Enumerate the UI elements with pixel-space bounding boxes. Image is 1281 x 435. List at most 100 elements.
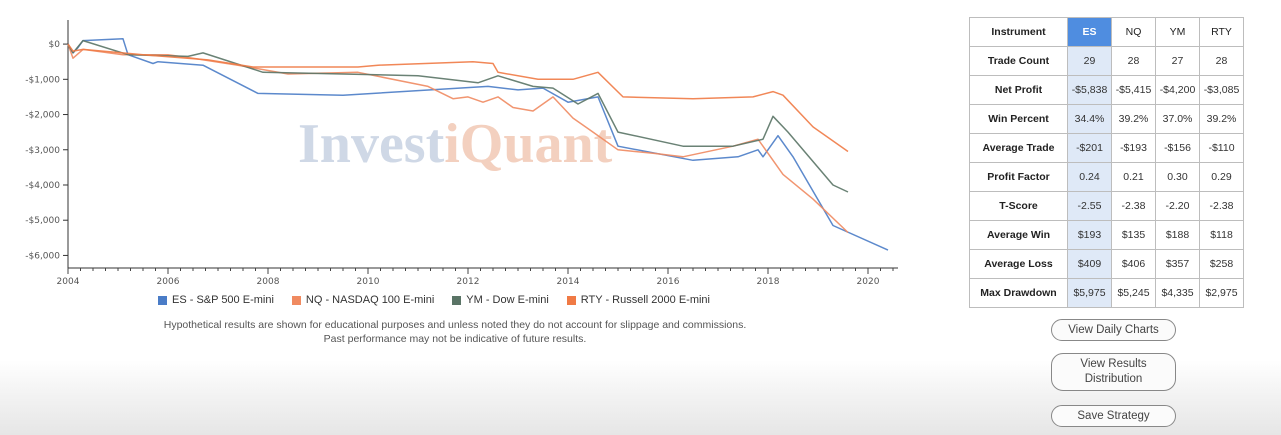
y-tick-label: -$6,000 [25,251,60,261]
x-tick-label: 2016 [657,277,680,287]
chart-legend: ES - S&P 500 E-mini NQ - NASDAQ 100 E-min… [158,292,778,308]
legend-swatch [158,295,167,305]
table-cell: -$156 [1155,133,1200,163]
row-label: Average Loss [969,249,1068,279]
table-cell: -2.20 [1155,191,1200,221]
x-tick-label: 2018 [757,277,780,287]
chart-axes: $0 -$1,000 -$2,000 -$3,000 -$4,000 -$5,000 -$6… [25,20,898,287]
legend-swatch [291,295,301,305]
legend-label: NQ - NASDAQ 100 E-mini [305,294,435,306]
table-row: Average Loss $409 $406 $357 $258 [969,249,1244,279]
table-cell: 34.4% [1067,104,1112,134]
table-row: Trade Count 29 28 27 28 [969,46,1244,76]
watermark: InvestiQuant [298,113,613,175]
table-cell: $258 [1199,249,1244,279]
watermark-text: InvestiQuant [298,113,613,175]
row-label: Profit Factor [969,162,1068,192]
x-tick-label: 2004 [57,277,80,287]
row-label: T-Score [969,191,1068,221]
table-cell: $4,335 [1155,278,1200,308]
header-nq[interactable]: NQ [1111,17,1156,47]
table-row: Average Win $193 $135 $188 $118 [969,220,1244,250]
table-cell: 37.0% [1155,104,1200,134]
table-cell: $188 [1155,220,1200,250]
disclaimer-line1: Hypothetical results are shown for educa… [163,319,747,331]
table-cell: -$4,200 [1155,75,1200,105]
x-tick-label: 2006 [157,277,180,287]
table-cell: -$201 [1067,133,1112,163]
legend-label: ES - S&P 500 E-mini [172,294,274,306]
view-daily-charts-button[interactable]: View Daily Charts [1051,319,1176,341]
table-cell: $406 [1111,249,1156,279]
table-row: Win Percent 34.4% 39.2% 37.0% 39.2% [969,104,1244,134]
watermark-part1: Invest [298,113,445,175]
row-label: Net Profit [969,75,1068,105]
row-label: Max Drawdown [969,278,1068,308]
chart-svg: InvestiQuant $0 -$1,000 -$2,000 -$3,000 -$4,… [25,20,898,287]
x-tick-label: 2008 [257,277,280,287]
y-tick-label: -$3,000 [25,146,60,156]
table-row: Profit Factor 0.24 0.21 0.30 0.29 [969,162,1244,192]
watermark-part2: iQuant [444,113,612,175]
header-ym[interactable]: YM [1155,17,1200,47]
table-cell: $135 [1111,220,1156,250]
table-cell: -$5,415 [1111,75,1156,105]
table-cell: $193 [1067,220,1112,250]
legend-item[interactable]: NQ - NASDAQ 100 E-mini [291,292,435,308]
table-cell: 28 [1111,46,1156,76]
row-label: Average Win [969,220,1068,250]
table-cell: $5,245 [1111,278,1156,308]
equity-chart: InvestiQuant $0 -$1,000 -$2,000 -$3,000 -$4,… [25,20,898,346]
x-tick-label: 2010 [357,277,380,287]
table-cell: $2,975 [1199,278,1244,308]
header-rty[interactable]: RTY [1199,17,1244,47]
table-cell: $357 [1155,249,1200,279]
legend-label: RTY - Russell 2000 E-mini [580,294,710,306]
disclaimer: Hypothetical results are shown for educa… [80,318,830,346]
y-tick-label: -$2,000 [25,111,60,121]
table-cell: 0.30 [1155,162,1200,192]
view-daily-charts-label: View Daily Charts [1068,323,1159,336]
legend-item[interactable]: RTY - Russell 2000 E-mini [566,292,710,308]
legend-swatch [566,295,576,305]
header-instrument: Instrument [969,17,1068,47]
save-strategy-button[interactable]: Save Strategy [1051,405,1176,427]
legend-label: YM - Dow E-mini [466,294,549,306]
y-tick-label: -$4,000 [25,181,60,191]
y-tick-label: $0 [49,40,61,50]
table-cell: 28 [1199,46,1244,76]
stats-body: Trade Count 29 28 27 28 Net Profit -$5,838 -$5,… [969,46,1244,308]
table-cell: 39.2% [1199,104,1244,134]
row-label: Average Trade [969,133,1068,163]
row-label: Trade Count [969,46,1068,76]
y-tick-label: -$1,000 [25,75,60,85]
table-cell: 39.2% [1111,104,1156,134]
save-strategy-label: Save Strategy [1077,409,1150,422]
stats-table: Instrument ES NQ YM RTY Trade Count 29 28 2… [969,17,1244,308]
legend-swatch [452,295,462,305]
disclaimer-line2: Past performance may not be indicative o… [323,333,587,345]
table-row: Average Trade -$201 -$193 -$156 -$110 [969,133,1244,163]
series-line-0 [67,38,889,251]
table-cell: -$5,838 [1067,75,1112,105]
table-header-row: Instrument ES NQ YM RTY [969,17,1244,47]
x-tick-label: 2012 [457,277,480,287]
chart-series [67,38,889,251]
table-row: Net Profit -$5,838 -$5,415 -$4,200 -$3,085 [969,75,1244,105]
legend-item[interactable]: YM - Dow E-mini [452,292,549,308]
table-cell: -2.55 [1067,191,1112,221]
series-line-3 [67,43,849,153]
table-cell: -2.38 [1111,191,1156,221]
legend-item[interactable]: ES - S&P 500 E-mini [158,292,274,308]
table-cell: $118 [1199,220,1244,250]
table-cell: -$110 [1199,133,1244,163]
view-results-label-line1: View Results [1080,358,1147,370]
y-tick-label: -$5,000 [25,216,60,226]
table-cell: -$3,085 [1199,75,1244,105]
header-es[interactable]: ES [1067,17,1112,47]
x-tick-label: 2014 [557,277,580,287]
view-results-label-line2: Distribution [1084,373,1143,385]
table-cell: 29 [1067,46,1112,76]
table-row: Max Drawdown $5,975 $5,245 $4,335 $2,975 [969,278,1244,308]
view-results-distribution-button[interactable]: View Results Distribution [1051,353,1176,391]
